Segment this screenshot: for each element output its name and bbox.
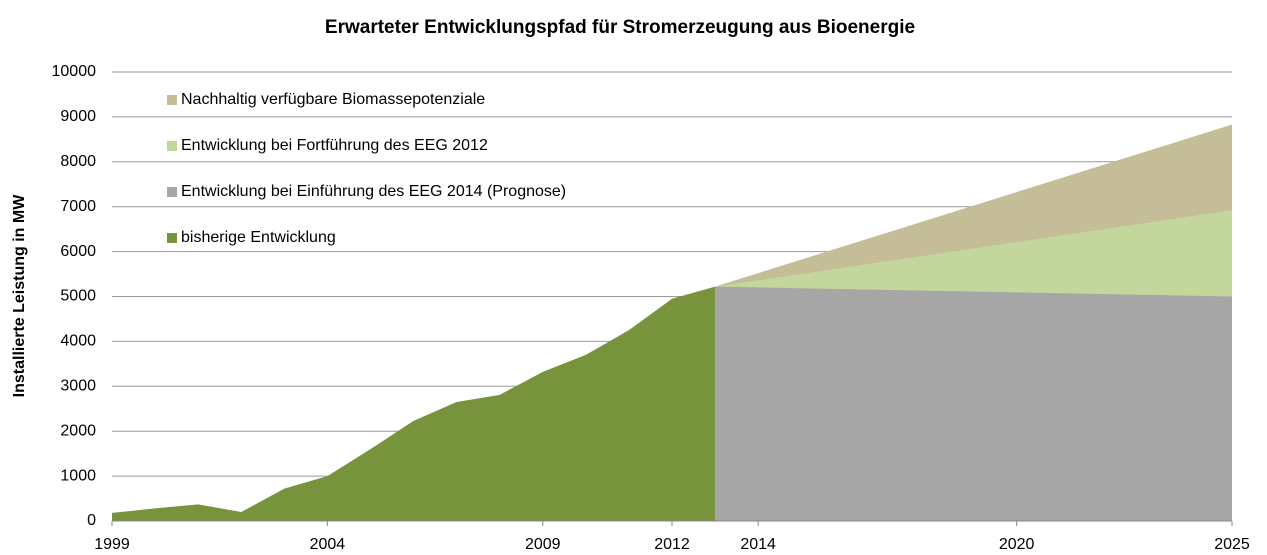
x-tick-label: 2020 (999, 536, 1035, 553)
legend-swatch (167, 187, 177, 197)
x-tick-label: 2004 (310, 536, 346, 553)
y-tick-label: 2000 (60, 422, 96, 439)
chart-title: Erwarteter Entwicklungspfad für Stromerz… (325, 17, 915, 38)
legend-swatch (167, 141, 177, 151)
y-tick-label: 5000 (60, 288, 96, 305)
y-tick-label: 0 (87, 512, 96, 529)
area (112, 286, 716, 521)
y-tick-label: 6000 (60, 243, 96, 260)
y-tick-label: 8000 (60, 153, 96, 170)
y-tick-label: 7000 (60, 198, 96, 215)
legend-label: Entwicklung bei Fortführung des EEG 2012 (181, 137, 488, 154)
y-tick-label: 3000 (60, 378, 96, 395)
area (715, 286, 1232, 521)
legend-label: Entwicklung bei Einführung des EEG 2014 … (181, 183, 566, 200)
x-tick-label: 2012 (654, 536, 690, 553)
y-tick-label: 9000 (60, 108, 96, 125)
legend-swatch (167, 233, 177, 243)
y-axis-title: Installierte Leistung in MW (11, 194, 28, 398)
legend-label: bisherige Entwicklung (181, 229, 336, 246)
legend-label: Nachhaltig verfügbare Biomassepotenziale (181, 91, 485, 108)
y-tick-label: 10000 (52, 63, 97, 80)
legend-swatch (167, 95, 177, 105)
x-tick-label: 2014 (740, 536, 776, 553)
y-tick-label: 1000 (60, 467, 96, 484)
x-tick-label: 1999 (94, 536, 130, 553)
x-tick-label: 2025 (1214, 536, 1250, 553)
x-tick-label: 2009 (525, 536, 561, 553)
y-tick-label: 4000 (60, 333, 96, 350)
